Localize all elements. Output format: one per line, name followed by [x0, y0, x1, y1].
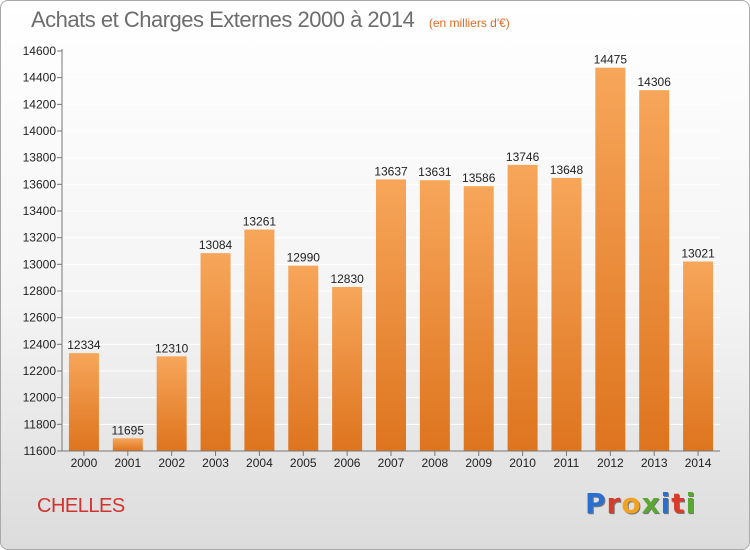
y-tick-label: 14400 — [23, 71, 57, 85]
bar — [112, 438, 143, 451]
y-tick-label: 12200 — [23, 364, 57, 378]
proxiti-logo: Proxiti — [585, 487, 696, 520]
bar — [595, 67, 626, 452]
logo-letter: i — [660, 487, 672, 520]
bar — [376, 179, 406, 451]
logo-letter: i — [685, 487, 697, 520]
bar-value-label: 12990 — [287, 251, 321, 265]
bar-value-label: 13648 — [550, 163, 584, 177]
commune-name: CHELLES — [37, 495, 125, 517]
bar — [156, 356, 187, 451]
logo-letter: t — [671, 487, 686, 520]
bar-value-label: 12830 — [330, 272, 364, 286]
bar-value-label: 13586 — [462, 171, 496, 185]
y-tick-label: 12600 — [23, 311, 57, 325]
logo-letter: x — [641, 487, 661, 520]
chart-title: Achats et Charges Externes 2000 à 2014 — [31, 7, 415, 32]
y-tick-label: 11600 — [24, 444, 57, 458]
y-tick-label: 14000 — [23, 124, 57, 138]
bar — [288, 265, 319, 451]
labels: 11600 11800 12000 12200 12400 12600 12800 13000… — [23, 44, 715, 470]
bar — [507, 164, 538, 451]
bar — [463, 186, 494, 451]
y-tick-label: 14200 — [23, 97, 57, 111]
y-tick-label: 14600 — [23, 44, 57, 58]
x-tick-label: 2013 — [641, 456, 668, 470]
bar-value-label: 12334 — [67, 338, 101, 352]
y-tick-label: 12000 — [23, 391, 57, 405]
bar — [244, 229, 275, 451]
bar-value-label: 13021 — [681, 247, 715, 261]
bar — [332, 287, 363, 451]
x-tick-label: 2007 — [378, 456, 405, 470]
bar-value-label: 14306 — [638, 75, 672, 89]
x-tick-label: 2001 — [114, 456, 141, 470]
y-tick-label: 13000 — [23, 257, 57, 271]
x-tick-label: 2014 — [685, 456, 712, 470]
bars — [68, 67, 714, 452]
y-tick-label: 13200 — [23, 231, 57, 245]
x-tick-label: 2008 — [422, 456, 449, 470]
x-tick-label: 2003 — [202, 456, 229, 470]
bar — [683, 261, 714, 451]
title-row: Achats et Charges Externes 2000 à 2014 (… — [31, 7, 510, 33]
bar — [639, 90, 670, 451]
bar-value-label: 13261 — [243, 215, 277, 229]
logo-letter: o — [621, 487, 642, 520]
y-tick-label: 12800 — [23, 284, 57, 298]
bar-value-label: 13631 — [418, 165, 452, 179]
x-tick-label: 2000 — [71, 456, 98, 470]
x-tick-label: 2012 — [597, 456, 624, 470]
axes — [57, 49, 720, 456]
bar-value-label: 13746 — [506, 150, 540, 164]
chart-unit: (en milliers d'€) — [428, 16, 510, 30]
bar — [419, 180, 450, 451]
x-tick-label: 2011 — [554, 456, 580, 470]
y-tick-label: 13600 — [23, 177, 57, 191]
y-tick-label: 13400 — [23, 204, 57, 218]
x-tick-label: 2010 — [509, 456, 536, 470]
x-tick-label: 2009 — [465, 456, 492, 470]
bar-value-label: 14475 — [594, 53, 628, 67]
logo-letter: P — [585, 487, 607, 520]
logo-letter: r — [606, 487, 622, 520]
bar-value-label: 13637 — [374, 164, 408, 178]
x-tick-label: 2004 — [246, 456, 273, 470]
bar-value-label: 12310 — [155, 341, 189, 355]
y-tick-label: 11800 — [24, 417, 57, 431]
x-tick-label: 2002 — [158, 456, 185, 470]
y-tick-label: 12400 — [23, 337, 57, 351]
bar — [551, 177, 582, 451]
x-tick-label: 2005 — [290, 456, 317, 470]
x-tick-label: 2006 — [334, 456, 361, 470]
bar-value-label: 13084 — [199, 238, 233, 252]
bar — [68, 353, 99, 451]
bar — [200, 253, 231, 451]
y-tick-label: 13800 — [23, 151, 57, 165]
bar-value-label: 11695 — [112, 423, 145, 437]
